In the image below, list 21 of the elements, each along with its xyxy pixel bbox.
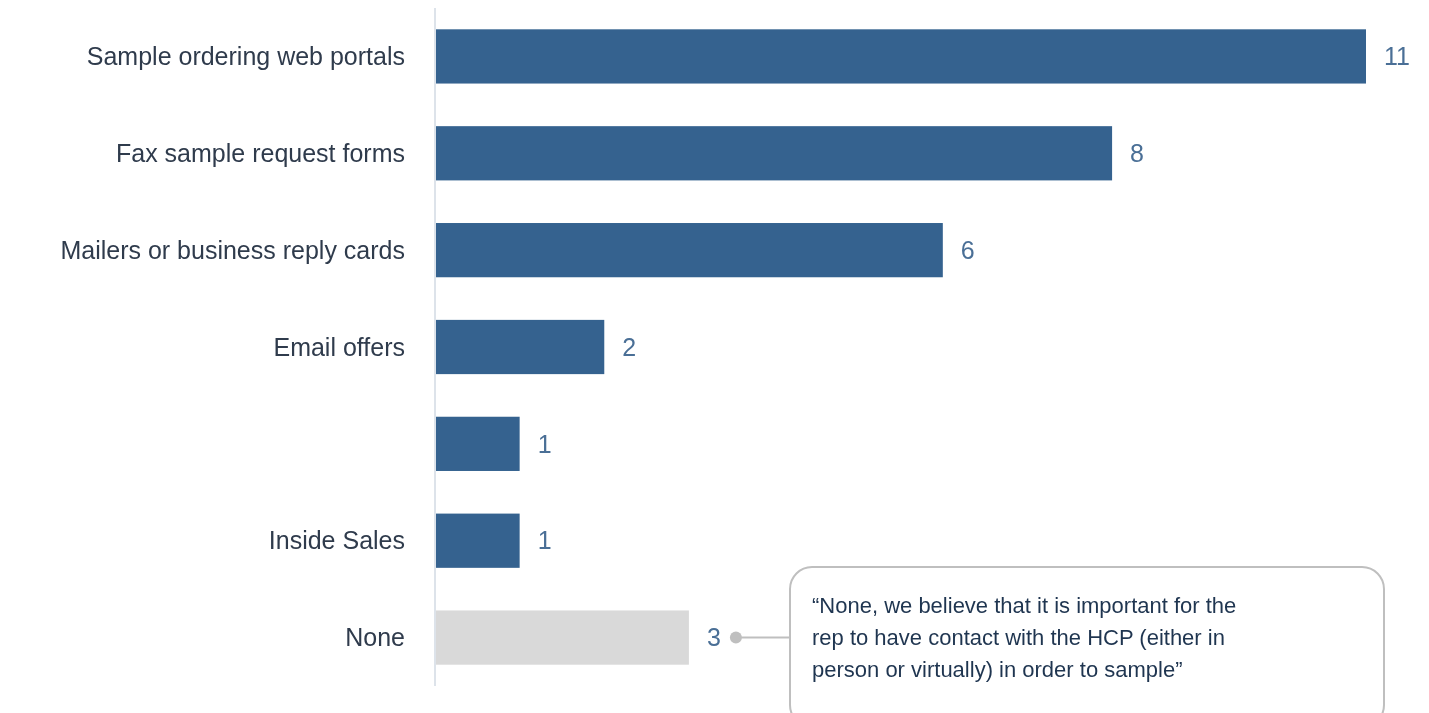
y-tick-label: None [345, 623, 405, 652]
data-label: 2 [622, 332, 637, 361]
bar [435, 223, 943, 278]
bar [435, 610, 689, 665]
bar [435, 416, 520, 471]
y-tick-label: Mailers or business reply cards [60, 235, 405, 264]
y-tick-label: Inside Sales [268, 526, 405, 555]
data-label: 8 [1130, 139, 1144, 168]
bar [435, 319, 605, 375]
data-label: 11 [1384, 42, 1410, 71]
y-tick-label: Email offers [273, 332, 405, 361]
data-label: 1 [537, 429, 552, 458]
bar [435, 29, 1366, 84]
bar [435, 126, 1113, 181]
data-label: 3 [706, 623, 721, 652]
data-label: 1 [537, 526, 552, 555]
bar [435, 513, 520, 568]
annotation: “None, we believe that it is important for the rep to have contact with the HCP (either in person or virtually) in order to sample” [812, 593, 1237, 682]
data-label: 6 [960, 235, 975, 264]
y-tick-label: Fax sample request forms [116, 139, 405, 168]
y-tick-label: Sample ordering web portals [86, 42, 405, 71]
